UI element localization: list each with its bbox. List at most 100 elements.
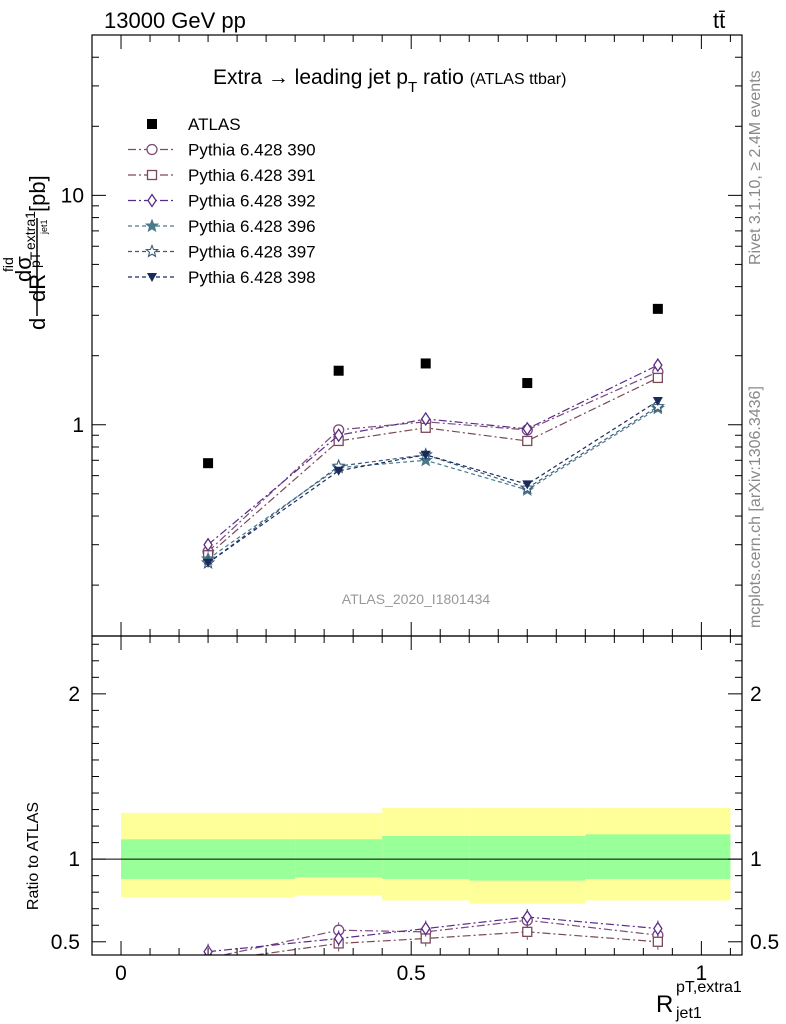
svg-text:extra1: extra1: [22, 211, 38, 250]
series-line: [251, 931, 658, 955]
x-tick-label: 0: [115, 962, 127, 985]
legend-marker: [146, 143, 158, 156]
legend-item: Pythia 6.428 390: [128, 141, 316, 160]
svg-text:d: d: [25, 318, 50, 330]
x-axis-label: R pT,extra1 jet1: [656, 979, 742, 1022]
series-line: [207, 377, 659, 556]
legend-item: ATLAS: [147, 115, 241, 134]
legend-label: Pythia 6.428 396: [188, 217, 316, 236]
svg-text:pT,extra1: pT,extra1: [676, 979, 742, 996]
ratio-ylabel: Ratio to ATLAS: [25, 802, 42, 910]
legend-label: Pythia 6.428 398: [188, 268, 316, 287]
series-line: [207, 406, 659, 564]
data-point: [420, 921, 431, 936]
legend-label: Pythia 6.428 392: [188, 192, 316, 211]
legend-item: Pythia 6.428 391: [128, 166, 316, 185]
data-point: [420, 358, 431, 369]
main-ylabel: d dR dσ fid pT extra1 jet1 [pb]: [0, 175, 50, 330]
y-tick-label: 1: [72, 414, 84, 437]
data-point: [653, 921, 663, 936]
legend-item: Pythia 6.428 396: [128, 217, 316, 236]
ratio-series-pythia-390: [203, 912, 664, 955]
ratio-series-pythia-392: [203, 908, 663, 955]
chart-title: Extra → leading jet pT ratio (ATLAS ttbar…: [213, 66, 566, 96]
legend: ATLAS Pythia 6.428 390 Pythia 6.428 391 Pyt…: [128, 115, 316, 287]
x-tick-label: 1: [696, 962, 708, 985]
series-line: [207, 364, 659, 546]
ratio-plot-panel: 0.5 0.5 1 1 2 2 0 0.5 1: [51, 635, 779, 985]
data-point: [653, 357, 663, 373]
uncertainty-band-inner: [295, 839, 383, 878]
data-point: [652, 372, 663, 384]
svg-text:R: R: [656, 991, 673, 1018]
data-point: [333, 365, 344, 376]
y-tick-label: 1: [68, 848, 80, 871]
uncertainty-band-inner: [585, 834, 731, 879]
series-line: [207, 407, 659, 560]
rivet-label: Rivet 3.1.10, ≥ 2.4M events: [747, 70, 764, 265]
legend-marker: [146, 169, 158, 181]
uncertainty-band-inner: [382, 835, 470, 879]
data-point: [652, 303, 663, 314]
data-point: [522, 421, 533, 436]
data-point: [522, 435, 533, 447]
process-label: tt̄: [713, 8, 725, 33]
legend-label: Pythia 6.428 391: [188, 166, 316, 185]
series-pythia-396: [200, 400, 665, 566]
y-tick-label: 2: [68, 683, 80, 706]
legend-item: Pythia 6.428 398: [128, 268, 316, 287]
data-point: [522, 378, 533, 389]
legend-item: Pythia 6.428 397: [128, 243, 316, 262]
uncertainty-band-inner: [469, 835, 586, 881]
y-tick-label: 10: [61, 184, 84, 207]
legend-label: ATLAS: [188, 115, 241, 134]
data-point: [652, 936, 663, 947]
x-tick-label: 0.5: [397, 962, 426, 985]
analysis-label: ATLAS_2020_I1801434: [342, 591, 491, 607]
mcplots-label: mcplots.cern.ch [arXiv:1306.3436]: [747, 386, 764, 628]
data-point: [203, 458, 214, 469]
legend-marker: [144, 243, 160, 258]
series-pythia-398: [203, 396, 663, 568]
series-pythia-391: [202, 372, 663, 561]
y-tick-label: 0.5: [51, 931, 80, 954]
y-tick-label-right: 1: [750, 848, 762, 871]
svg-text:fid: fid: [0, 257, 16, 272]
data-point: [333, 466, 344, 476]
series-pythia-392: [203, 357, 663, 552]
legend-item: Pythia 6.428 392: [128, 192, 316, 211]
data-point: [522, 926, 533, 938]
svg-text:jet1: jet1: [39, 219, 49, 235]
series-atlas: [203, 303, 663, 469]
y-tick-label-right: 2: [750, 683, 762, 706]
series-pythia-390: [202, 366, 664, 558]
data-point: [203, 537, 213, 552]
y-tick-label-right: 0.5: [750, 931, 779, 954]
legend-label: Pythia 6.428 397: [188, 243, 316, 262]
legend-marker: [144, 218, 160, 233]
svg-text:jet1: jet1: [675, 1005, 702, 1022]
legend-marker: [147, 193, 157, 208]
data-point: [420, 450, 431, 460]
data-point: [333, 931, 344, 946]
svg-text:[pb]: [pb]: [25, 175, 50, 212]
data-point: [522, 480, 533, 490]
legend-marker: [147, 273, 157, 282]
main-plot-panel: 1 10: [61, 34, 743, 637]
ratio-frame: [91, 635, 743, 956]
data-point: [652, 396, 663, 406]
data-point: [650, 399, 665, 413]
series-line: [207, 400, 659, 564]
data-point: [203, 558, 214, 568]
energy-label: 13000 GeV pp: [104, 8, 246, 33]
legend-marker: [147, 119, 157, 129]
data-point: [333, 428, 344, 443]
series-line: [208, 916, 658, 953]
data-point: [204, 957, 213, 966]
legend-label: Pythia 6.428 390: [188, 141, 316, 160]
svg-text:pT: pT: [27, 251, 43, 268]
data-point: [522, 909, 533, 925]
svg-text:dσ: dσ: [11, 256, 36, 282]
data-point: [420, 411, 431, 427]
